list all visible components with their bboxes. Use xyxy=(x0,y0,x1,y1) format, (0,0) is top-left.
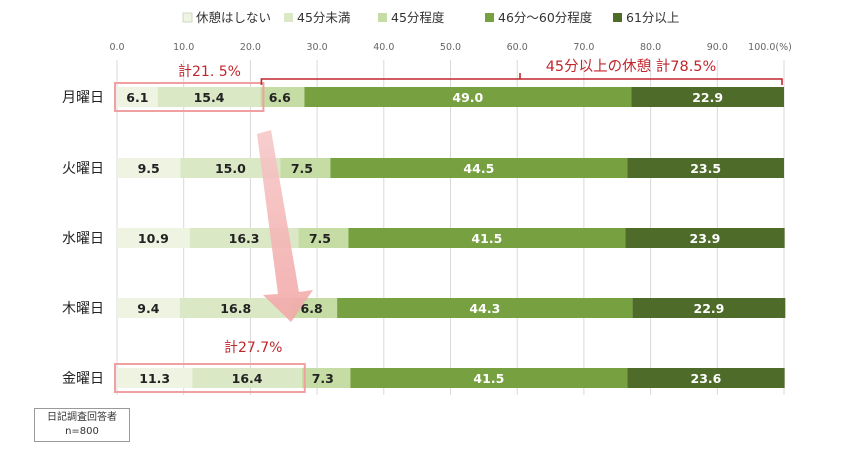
legend: 休憩はしない 45分未満 45分程度 46分～60分程度 61分以上 xyxy=(182,10,679,25)
bars: 6.1 15.4 6.6 49.0 22.9 9.5 15.0 7.5 44.5 23.5 10.9… xyxy=(117,87,786,388)
bar-segment xyxy=(192,368,302,388)
bar-segment xyxy=(180,158,281,178)
legend-label: 休憩はしない xyxy=(196,10,271,25)
bar-segment xyxy=(627,368,785,388)
data-label: 22.9 xyxy=(692,90,723,105)
note-line-1: 日記調査回答者 xyxy=(47,412,117,423)
friday-total-label: 計27.7% xyxy=(224,340,282,356)
bar-segment xyxy=(350,368,628,388)
data-label: 16.3 xyxy=(229,231,260,246)
data-label: 7.5 xyxy=(309,231,331,246)
bar-segment xyxy=(348,228,626,248)
data-label: 23.5 xyxy=(690,161,721,176)
legend-label: 45分未満 xyxy=(297,10,350,25)
category-label: 木曜日 xyxy=(62,301,104,317)
data-label: 10.9 xyxy=(138,231,169,246)
monday-highlight-box xyxy=(114,82,265,112)
tick-label: 0.0 xyxy=(109,42,124,53)
data-label: 16.4 xyxy=(232,371,263,386)
legend-label: 61分以上 xyxy=(626,10,679,25)
bar-segment xyxy=(627,158,784,178)
data-label: 7.5 xyxy=(291,161,313,176)
monday-total-label: 計21. 5% xyxy=(178,64,241,80)
tick-label: 80.0 xyxy=(640,42,661,53)
tick-label: 10.0 xyxy=(173,42,194,53)
legend-swatch xyxy=(613,13,622,22)
sample-note: 日記調査回答者 n=800 xyxy=(34,408,130,442)
bar-segment xyxy=(260,87,305,107)
gridlines xyxy=(116,60,785,395)
tick-label: 20.0 xyxy=(240,42,261,53)
bar-segment xyxy=(117,298,180,318)
data-label: 22.9 xyxy=(694,301,725,316)
long-break-bracket xyxy=(260,78,783,85)
data-label: 49.0 xyxy=(452,90,483,105)
bar-segment xyxy=(298,228,349,248)
data-label: 44.3 xyxy=(469,301,500,316)
long-break-label: 45分以上の休憩 計78.5% xyxy=(546,58,717,75)
category-label: 火曜日 xyxy=(62,161,104,177)
bar-segment xyxy=(117,368,193,388)
bar-segment xyxy=(117,158,181,178)
tick-label: 90.0 xyxy=(707,42,728,53)
tick-label: 40.0 xyxy=(373,42,394,53)
data-label: 41.5 xyxy=(471,231,502,246)
legend-swatch xyxy=(284,13,293,22)
data-label: 23.9 xyxy=(690,231,721,246)
axis-ticks: 0.0 10.0 20.0 30.0 40.0 50.0 60.0 70.0 80.0 90.0 1… xyxy=(109,42,791,53)
bar-segment xyxy=(179,298,292,318)
bar-segment xyxy=(304,87,632,107)
category-label: 月曜日 xyxy=(62,90,104,106)
bar-segment xyxy=(330,158,628,178)
legend-label: 45分程度 xyxy=(391,10,445,25)
bar-segment xyxy=(117,228,190,248)
bar-segment xyxy=(157,87,261,107)
trend-arrow xyxy=(257,130,313,322)
data-label: 44.5 xyxy=(463,161,494,176)
bar-segment xyxy=(280,158,331,178)
data-label: 41.5 xyxy=(473,371,504,386)
data-label: 15.4 xyxy=(194,90,225,105)
tick-label: 60.0 xyxy=(507,42,528,53)
category-label: 金曜日 xyxy=(62,371,104,387)
bar-segment xyxy=(632,298,786,318)
tick-label: 100.0(%) xyxy=(748,42,792,53)
bar-segment xyxy=(337,298,633,318)
annotations: 計21. 5% 計27.7% 45分以上の休憩 計78.5% xyxy=(114,58,783,393)
bar-segment xyxy=(117,87,158,107)
data-label: 6.1 xyxy=(126,90,148,105)
tick-label: 30.0 xyxy=(307,42,328,53)
tick-label: 70.0 xyxy=(573,42,594,53)
legend-label: 46分～60分程度 xyxy=(498,10,593,25)
legend-swatch xyxy=(378,13,387,22)
data-label: 15.0 xyxy=(215,161,246,176)
friday-highlight-box xyxy=(114,363,306,393)
legend-swatch xyxy=(182,12,193,23)
data-label: 11.3 xyxy=(139,371,170,386)
data-label: 6.8 xyxy=(301,301,323,316)
data-label: 7.3 xyxy=(312,371,334,386)
data-label: 6.6 xyxy=(269,90,291,105)
legend-swatch xyxy=(485,13,494,22)
bar-segment xyxy=(625,228,785,248)
category-label: 水曜日 xyxy=(62,231,104,247)
data-label: 9.5 xyxy=(138,161,160,176)
data-label: 9.4 xyxy=(137,301,159,316)
bar-segment xyxy=(631,87,784,107)
bar-segment xyxy=(301,368,351,388)
data-label: 23.6 xyxy=(691,371,722,386)
tick-label: 50.0 xyxy=(440,42,461,53)
note-line-2: n=800 xyxy=(65,426,99,437)
data-label: 16.8 xyxy=(220,301,251,316)
